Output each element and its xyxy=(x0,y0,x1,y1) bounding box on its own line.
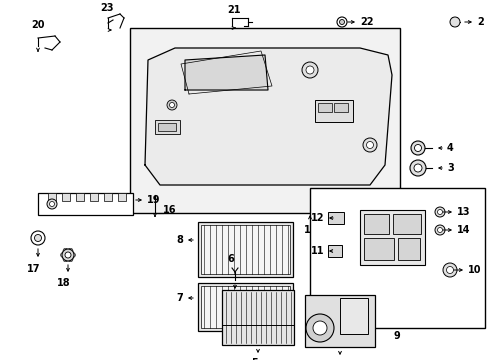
Circle shape xyxy=(437,228,442,233)
Circle shape xyxy=(302,62,317,78)
Bar xyxy=(62,193,70,201)
Text: 10: 10 xyxy=(467,265,481,275)
Circle shape xyxy=(434,225,444,235)
Bar xyxy=(158,123,176,131)
Text: 5: 5 xyxy=(251,358,258,360)
Bar xyxy=(222,290,293,345)
Circle shape xyxy=(434,207,444,217)
Circle shape xyxy=(366,141,373,148)
Circle shape xyxy=(409,160,425,176)
Circle shape xyxy=(305,314,333,342)
Text: 16: 16 xyxy=(163,205,176,215)
Bar xyxy=(198,222,292,277)
Text: 18: 18 xyxy=(57,278,71,288)
Circle shape xyxy=(339,19,344,24)
Text: 3: 3 xyxy=(446,163,453,173)
Text: 17: 17 xyxy=(27,264,41,274)
Circle shape xyxy=(63,248,68,253)
Circle shape xyxy=(63,257,68,262)
Text: 14: 14 xyxy=(456,225,469,235)
Text: 21: 21 xyxy=(227,5,240,15)
Bar xyxy=(363,238,393,260)
Bar xyxy=(392,214,420,234)
Circle shape xyxy=(410,141,424,155)
Bar xyxy=(359,210,424,265)
Circle shape xyxy=(414,144,421,152)
Bar xyxy=(327,245,341,257)
Bar xyxy=(397,238,419,260)
Text: 12: 12 xyxy=(310,213,324,223)
Text: 9: 9 xyxy=(393,331,400,341)
Bar xyxy=(309,188,484,328)
Bar xyxy=(76,193,84,201)
Text: 22: 22 xyxy=(359,17,373,27)
Bar xyxy=(201,225,289,274)
Text: 23: 23 xyxy=(100,3,114,13)
Circle shape xyxy=(47,199,57,209)
Polygon shape xyxy=(145,48,391,185)
Bar xyxy=(363,214,388,234)
Circle shape xyxy=(167,100,177,110)
Bar xyxy=(305,295,374,347)
Circle shape xyxy=(68,257,73,262)
Text: 20: 20 xyxy=(31,20,45,30)
Bar xyxy=(333,103,347,112)
Circle shape xyxy=(68,248,73,253)
Circle shape xyxy=(442,263,456,277)
Circle shape xyxy=(70,252,75,257)
Circle shape xyxy=(31,231,45,245)
Bar xyxy=(317,103,331,112)
Circle shape xyxy=(49,202,54,207)
Bar xyxy=(38,193,133,215)
Bar xyxy=(339,298,367,334)
Circle shape xyxy=(362,138,376,152)
Bar xyxy=(104,193,112,201)
Bar xyxy=(118,193,126,201)
Polygon shape xyxy=(184,55,267,90)
Text: 1: 1 xyxy=(303,225,310,235)
Circle shape xyxy=(61,252,65,257)
Circle shape xyxy=(312,321,326,335)
Text: 11: 11 xyxy=(310,246,324,256)
Circle shape xyxy=(449,17,459,27)
Circle shape xyxy=(35,234,41,242)
Text: 8: 8 xyxy=(176,235,183,245)
Text: 7: 7 xyxy=(176,293,183,303)
Bar xyxy=(130,28,399,213)
Circle shape xyxy=(62,249,74,261)
Bar xyxy=(314,100,352,122)
Circle shape xyxy=(169,103,174,108)
Text: 6: 6 xyxy=(227,254,234,264)
Circle shape xyxy=(413,164,421,172)
Circle shape xyxy=(437,210,442,215)
Text: 2: 2 xyxy=(476,17,483,27)
Text: 4: 4 xyxy=(446,143,453,153)
Circle shape xyxy=(305,66,313,74)
Bar xyxy=(201,286,289,328)
Circle shape xyxy=(336,17,346,27)
Text: 19: 19 xyxy=(147,195,160,205)
Circle shape xyxy=(65,252,71,258)
Bar xyxy=(327,212,343,224)
Bar xyxy=(48,193,56,201)
Bar xyxy=(198,283,292,331)
Bar xyxy=(155,120,180,134)
Text: 13: 13 xyxy=(456,207,469,217)
Bar xyxy=(90,193,98,201)
Circle shape xyxy=(446,266,452,274)
